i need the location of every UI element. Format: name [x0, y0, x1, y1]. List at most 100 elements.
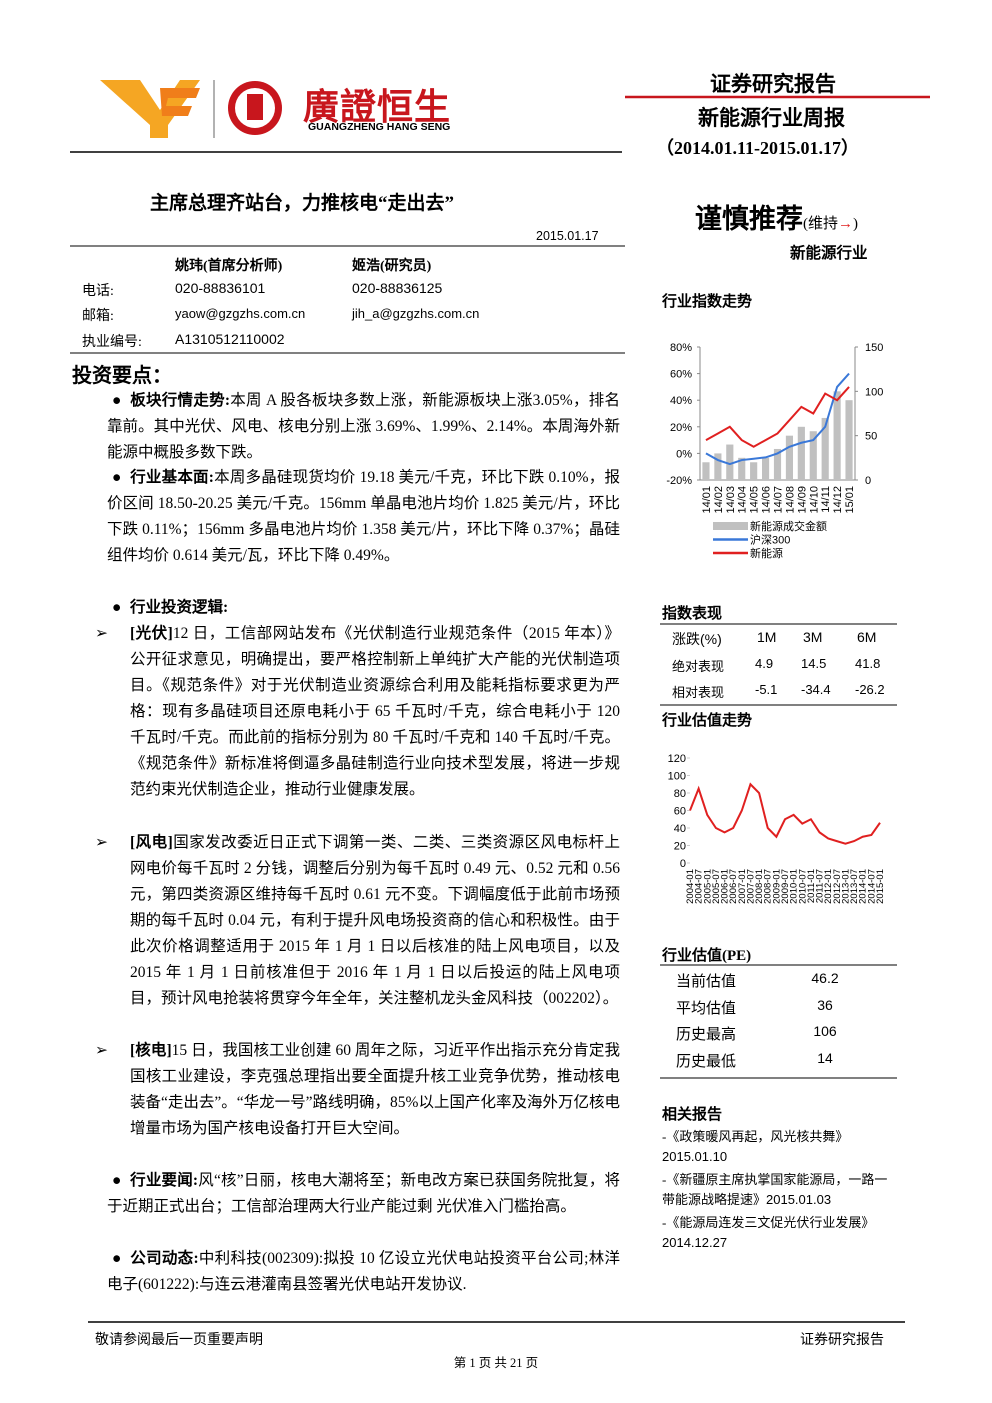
sub-tag: [风电] — [130, 834, 173, 851]
report-date: 2014.12.27 — [662, 1235, 728, 1250]
y-tick-label: 100 — [668, 771, 686, 783]
point: ● 板块行情走势:本周 A 股各板块多数上涨，新能源板块上涨3.05%，排名靠前。… — [107, 392, 620, 461]
contact-value: 020-88836101 — [175, 280, 266, 296]
report-date: 2015.01.10 — [662, 1149, 728, 1164]
point-label: 板块行情走势: — [130, 392, 231, 409]
sub-point: ➢ [核电]15 日，我国核工业创建 60 周年之际，习近平作出指示充分肯定我国核… — [95, 1042, 620, 1137]
x-tick-label: 2012-01 — [823, 869, 834, 904]
bar — [821, 417, 829, 480]
rating-close: ) — [853, 216, 858, 232]
y-tick-label: 80 — [674, 788, 686, 800]
rating-text: 谨慎推荐 — [695, 204, 803, 234]
sub-tag: [核电] — [130, 1042, 172, 1059]
sidebar-title: 行业估值(PE) — [662, 948, 752, 964]
sub-point: ➢ [风电]国家发改委近日正式下调第一类、二类、三类资源区风电标杆上网电价每千瓦时… — [95, 834, 620, 1007]
x-tick-label: 2013-07 — [849, 869, 860, 904]
y-tick-label: 20 — [674, 841, 686, 853]
row-label: 当前估值 — [676, 974, 737, 990]
cell-value: -26.2 — [855, 682, 885, 697]
x-tick-label: 15/01 — [844, 486, 856, 514]
industry: 新能源行业 — [790, 245, 868, 262]
y-tick-label: 60 — [674, 806, 686, 818]
series-line — [705, 372, 850, 466]
x-tick-label: 2012-07 — [832, 869, 843, 904]
report-title: -《能源局连发三文促光伏行业发展》 — [662, 1215, 875, 1230]
point-text: 本周多晶硅现货均价 19.18 美元/千克，环比下跌 0.10%，报价区间 18… — [107, 469, 620, 564]
sidebar-title: 指数表现 — [662, 606, 723, 622]
y-tick-label: 60% — [670, 369, 692, 381]
sub-point: ➢ [光伏]12 日，工信部网站发布《光伏制造行业规范条件（2015 年本）》公开… — [95, 625, 620, 798]
y-tick-label: 40 — [674, 823, 686, 835]
x-tick-label: 2007-07 — [745, 869, 756, 904]
report-title: 主席总理齐站台，力推核电“走出去” — [150, 193, 455, 214]
cell-value: 36 — [817, 996, 833, 1013]
table-header: 涨跌(%) — [672, 631, 722, 647]
x-tick-label: 2006-07 — [728, 869, 739, 904]
sidebar-title: 行业指数走势 — [662, 294, 753, 310]
cell-value: 14 — [817, 1049, 833, 1066]
x-tick-label: 2011-01 — [806, 869, 817, 903]
sub-tag: [光伏] — [130, 625, 173, 642]
y-tick-label: 0% — [676, 448, 692, 460]
related-report: -《政策暖风再起，风光核共舞》 2015.01.10 — [662, 1127, 897, 1167]
table-header: 3M — [803, 629, 823, 645]
contact-value: yaow@gzgzhs.com.cn — [175, 306, 306, 321]
bar — [809, 431, 817, 480]
x-tick-label: 14/11 — [820, 486, 832, 513]
report-date: 2015.01.17 — [536, 229, 599, 243]
x-tick-label: 2009-07 — [780, 869, 791, 904]
rating: 谨慎推荐(维持→) — [695, 197, 858, 236]
point: ● 行业要闻:风“核”日丽，核电大潮将至；新电改方案已获国务院批复，将于近期正式出… — [107, 1172, 620, 1215]
cell-value: 4.9 — [755, 656, 774, 671]
y-tick-label: 80% — [670, 342, 692, 354]
bar — [833, 391, 841, 480]
x-tick-label: 14/09 — [796, 486, 808, 514]
row-label: 历史最低 — [676, 1053, 737, 1070]
report-title: -《新疆原主席执掌国家能源局，一路一带能源战略提速》 — [662, 1172, 888, 1207]
cell-value: 14.5 — [801, 656, 827, 671]
table-header: 1M — [757, 629, 777, 645]
bar — [797, 426, 805, 480]
point-label: 行业要闻: — [130, 1172, 199, 1189]
contact-value: jih_a@gzgzhs.com.cn — [352, 306, 480, 321]
contact-value: 020-88836125 — [352, 280, 443, 296]
point-label: 公司动态: — [130, 1250, 199, 1267]
table-header: 6M — [857, 629, 877, 645]
rating-status: (维持 — [803, 216, 838, 232]
footer-label: 证券研究报告 — [800, 1333, 884, 1348]
sidebar-title: 相关报告 — [662, 1107, 723, 1123]
cell-value: 46.2 — [811, 970, 839, 986]
point-text: 风“核”日丽，核电大潮将至；新电改方案已获国务院批复，将于近期正式出台；工信部治… — [107, 1172, 620, 1215]
x-tick-label: 2015-01 — [875, 869, 886, 904]
x-tick-label: 14/02 — [713, 486, 725, 514]
bar — [726, 444, 734, 480]
x-tick-label: 2011-07 — [815, 869, 826, 903]
x-tick-label: 14/08 — [784, 486, 796, 514]
sub-text: 15 日，我国核工业创建 60 周年之际，习近平作出指示充分肯定我国核工业建设，… — [130, 1042, 620, 1137]
contact-value: A1310512110002 — [175, 331, 285, 347]
point: ● 公司动态:中利科技(002309):拟投 10 亿设立光伏电站投资平台公司;林… — [107, 1250, 620, 1293]
bar — [750, 462, 758, 480]
legend-swatch — [713, 522, 748, 530]
x-tick-label: 2008-01 — [754, 869, 765, 904]
bar — [762, 457, 770, 480]
y-tick-label: 40% — [670, 395, 692, 407]
x-tick-label: 2013-01 — [840, 869, 851, 904]
page-number: 第 1 页 共 21 页 — [453, 1356, 539, 1370]
x-tick-label: 2014-07 — [866, 869, 877, 904]
x-tick-label: 2004-07 — [694, 869, 705, 904]
y-tick-label: 120 — [668, 753, 686, 765]
y2-tick-label: 150 — [865, 342, 883, 354]
x-tick-label: 14/12 — [832, 486, 844, 514]
cell-value: 41.8 — [855, 656, 881, 671]
x-tick-label: 2008-07 — [763, 869, 774, 904]
row-label: 平均估值 — [676, 1000, 737, 1017]
related-report: -《新疆原主席执掌国家能源局，一路一带能源战略提速》2015.01.03 — [662, 1170, 897, 1210]
x-tick-label: 14/07 — [773, 486, 785, 514]
report-name: 新能源行业周报 — [698, 106, 845, 130]
legend-label: 沪深300 — [750, 533, 790, 547]
logo-subtext: GUANGZHENG HANG SENG — [308, 121, 451, 133]
x-tick-label: 2006-01 — [720, 869, 731, 904]
